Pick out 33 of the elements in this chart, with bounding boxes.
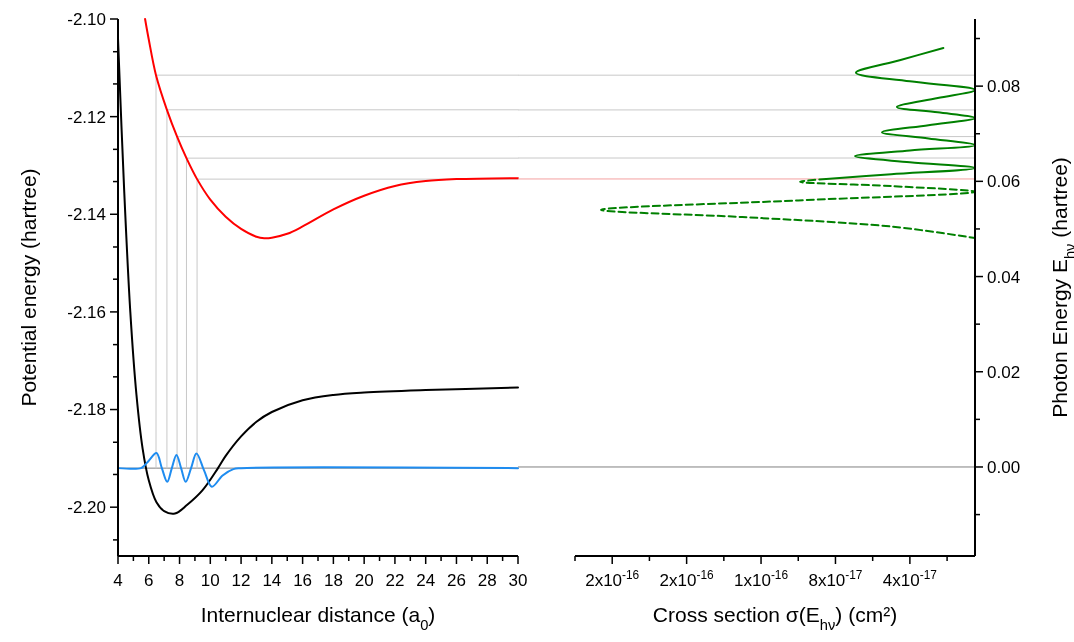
x-tick-label: 22: [385, 571, 405, 590]
x-tick-label: 26: [447, 571, 466, 590]
x-tick-label: 24: [416, 571, 436, 590]
y2-tick-label: 0.00: [987, 457, 1021, 477]
y-tick-label: -2.10: [67, 9, 106, 29]
y-tick-label: -2.20: [67, 498, 106, 518]
x-tick-label: 28: [477, 571, 497, 590]
y-tick-label: -2.12: [67, 107, 106, 127]
x-tick-label: 8x10$^{-17}$: [808, 568, 863, 590]
x-tick-label: 4: [113, 571, 123, 590]
x-tick-label: 2x10$^{-16}$: [659, 568, 715, 590]
x-tick-label: 1x10$^{-16}$: [734, 568, 789, 590]
x-tick-label: 10: [200, 571, 220, 590]
x-tick-label: 4x10$^{-17}$: [882, 568, 938, 590]
x-tick-label: 14: [262, 571, 282, 590]
y-tick-label: -2.14: [67, 205, 106, 225]
y-axis-title: Potential energy (hartree): [17, 168, 40, 407]
x-tick-label: 8: [174, 571, 185, 590]
x-tick-label: 30: [508, 571, 528, 590]
x-axis-title: Cross section σ(E$_{hν}$) (cm²): [652, 603, 898, 633]
y2-tick-label: 0.04: [987, 267, 1021, 287]
x-tick-label: 6: [144, 571, 154, 590]
y2-tick-label: 0.02: [987, 362, 1021, 382]
x-tick-label: 16: [293, 571, 313, 590]
x-axis-title: Internuclear distance (a$_{0}$): [200, 603, 436, 633]
x-tick-label: 2x10$^{-16}$: [585, 568, 640, 590]
y2-tick-label: 0.06: [987, 172, 1021, 192]
y2-tick-label: 0.08: [987, 77, 1021, 97]
x-tick-label: 18: [323, 571, 343, 590]
x-tick-label: 20: [354, 571, 374, 590]
y-tick-label: -2.18: [67, 400, 106, 420]
x-tick-label: 12: [231, 571, 251, 590]
y-tick-label: -2.16: [67, 302, 106, 322]
